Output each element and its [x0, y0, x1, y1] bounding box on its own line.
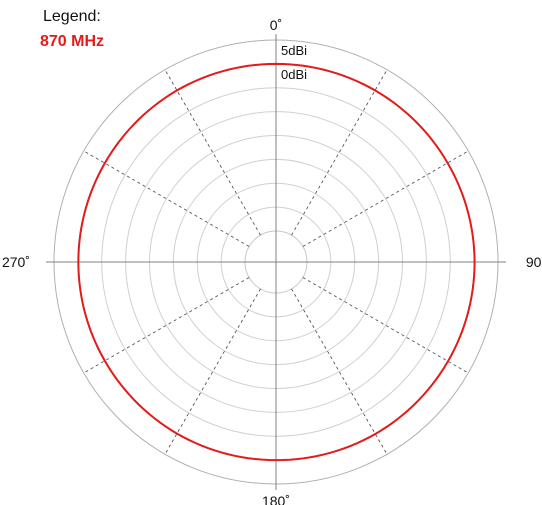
- labels-layer: 0˚ 90˚ 180˚ 270˚ 5dBi 0dBi: [2, 17, 542, 505]
- angle-label-270: 270˚: [2, 254, 30, 270]
- series-layer: [77, 62, 476, 462]
- angle-label-90: 90˚: [526, 254, 542, 270]
- grid-spoke: [164, 288, 261, 455]
- ring-label-0dbi: 0dBi: [281, 67, 307, 82]
- angle-label-180: 180˚: [262, 493, 290, 505]
- grid-spoke: [83, 150, 250, 247]
- grid-spoke: [302, 150, 469, 247]
- grid-spoke: [83, 277, 250, 374]
- grid-spoke: [291, 288, 388, 455]
- legend-title: Legend:: [43, 8, 101, 25]
- grid-spoke: [302, 277, 469, 374]
- grid-axes: [46, 34, 506, 490]
- grid-spokes: [83, 69, 469, 455]
- grid-spoke: [164, 69, 261, 236]
- angle-label-0: 0˚: [270, 17, 282, 33]
- series-line-0: [77, 62, 476, 462]
- ring-label-5dbi: 5dBi: [281, 43, 307, 58]
- legend-entry-series-0: 870 MHz: [40, 33, 105, 50]
- grid-spoke: [291, 69, 388, 236]
